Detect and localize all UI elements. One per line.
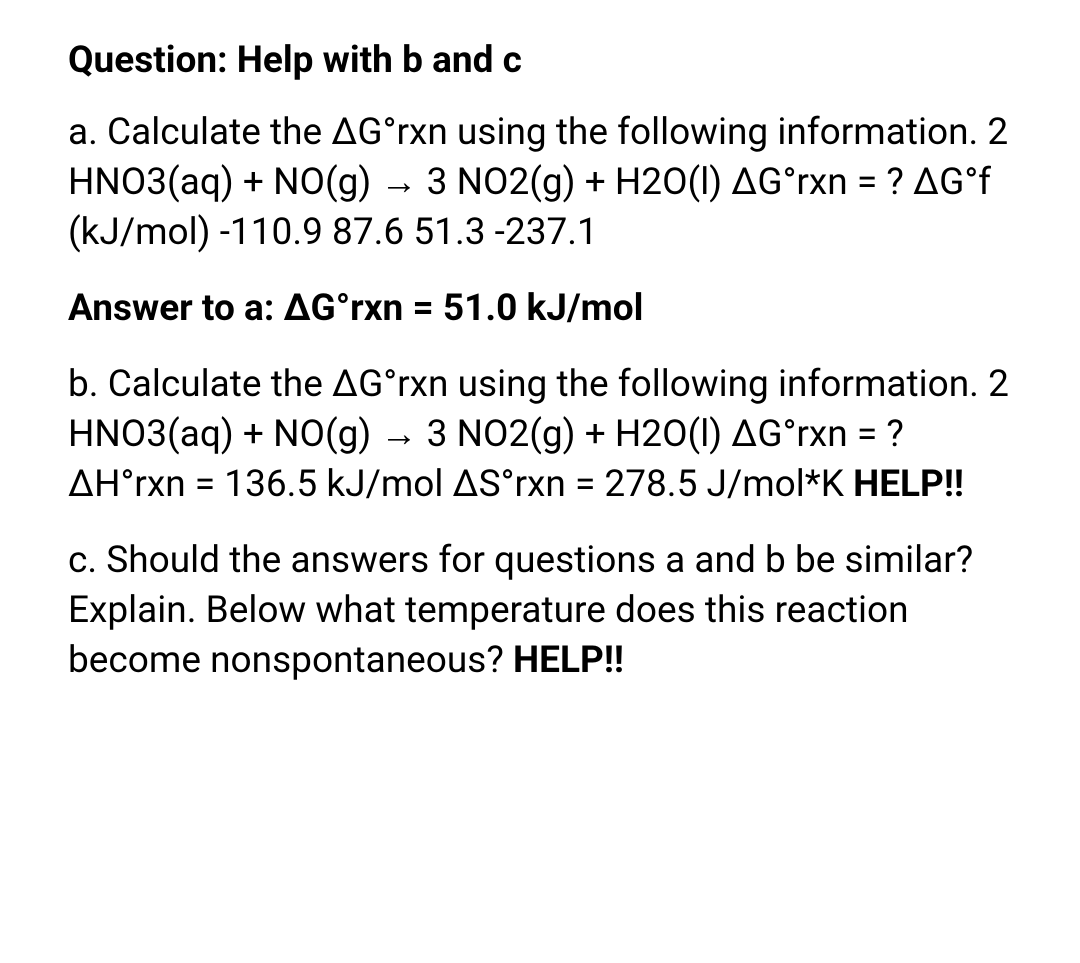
part-a-body: a. Calculate the ΔG°rxn using the follow… [68, 108, 1020, 258]
part-c-help: HELP!! [513, 639, 624, 682]
part-b-body: b. Calculate the ΔG°rxn using the follow… [68, 360, 1020, 510]
part-b-help: HELP!! [853, 463, 964, 506]
question-title: Question: Help with b and c [68, 38, 1020, 84]
part-c-body: c. Should the answers for questions a an… [68, 536, 1020, 686]
answer-a: Answer to a: ΔG°rxn = 51.0 kJ/mol [68, 284, 1020, 334]
